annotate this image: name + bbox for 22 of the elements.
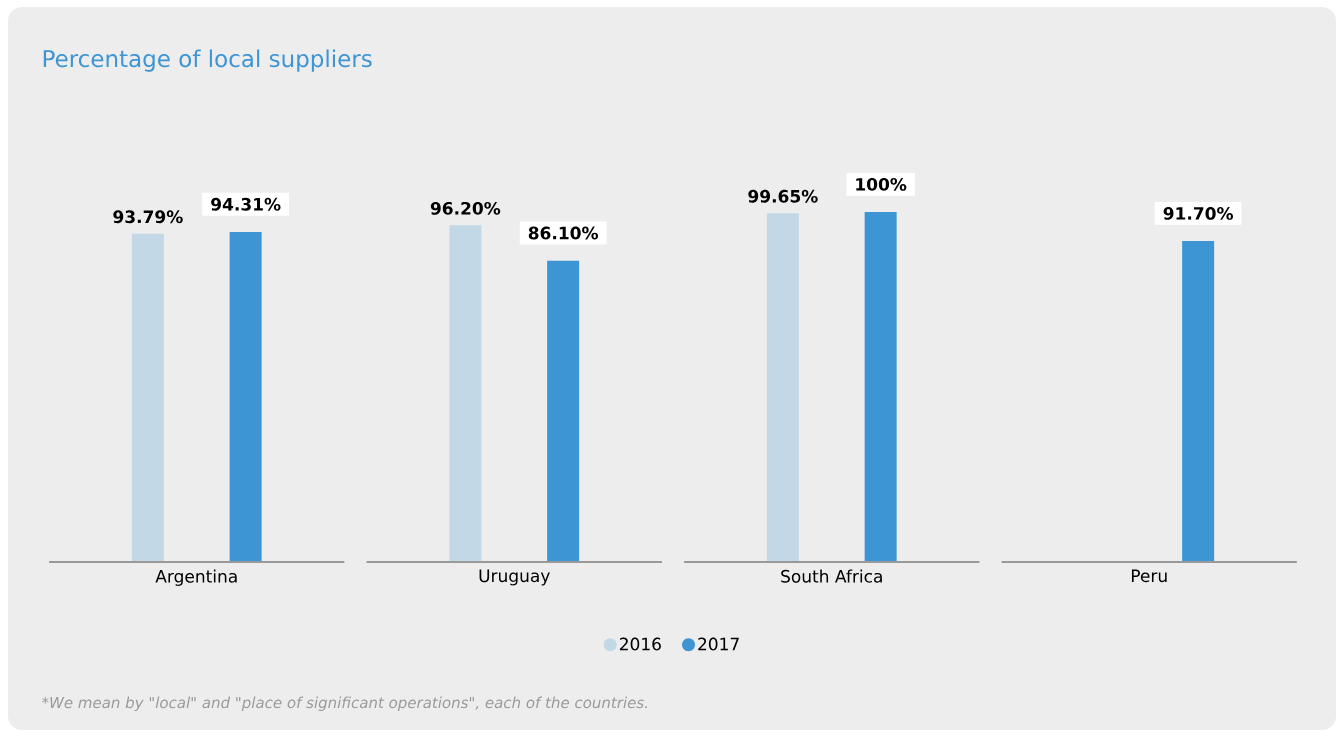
bar (449, 225, 482, 562)
legend-label: 2016 (619, 637, 661, 651)
bar (1182, 241, 1215, 562)
data-label: 99.65% (748, 189, 818, 203)
x-tick-label: South Africa (781, 569, 882, 583)
bar (229, 231, 262, 562)
bar (131, 233, 164, 562)
data-label: 93.79% (113, 210, 183, 224)
bar (766, 213, 799, 562)
bar (547, 260, 580, 562)
data-label: 91.70% (1163, 206, 1234, 220)
data-label: 86.10% (528, 226, 599, 240)
legend-label: 2017 (698, 637, 739, 651)
x-tick-label: Peru (1131, 569, 1167, 583)
data-label: 100% (856, 177, 907, 191)
x-tick-label: Argentina (155, 569, 237, 586)
text: *We mean by "local" and "place of significant operations", each of the countries. (41, 696, 647, 712)
chart-title: Percentage of local suppliers (43, 49, 372, 72)
data-label: 96.20% (430, 201, 501, 215)
data-label: 94.31% (211, 197, 281, 211)
x-tick-label: Uruguay (479, 569, 550, 586)
bar (864, 211, 897, 562)
